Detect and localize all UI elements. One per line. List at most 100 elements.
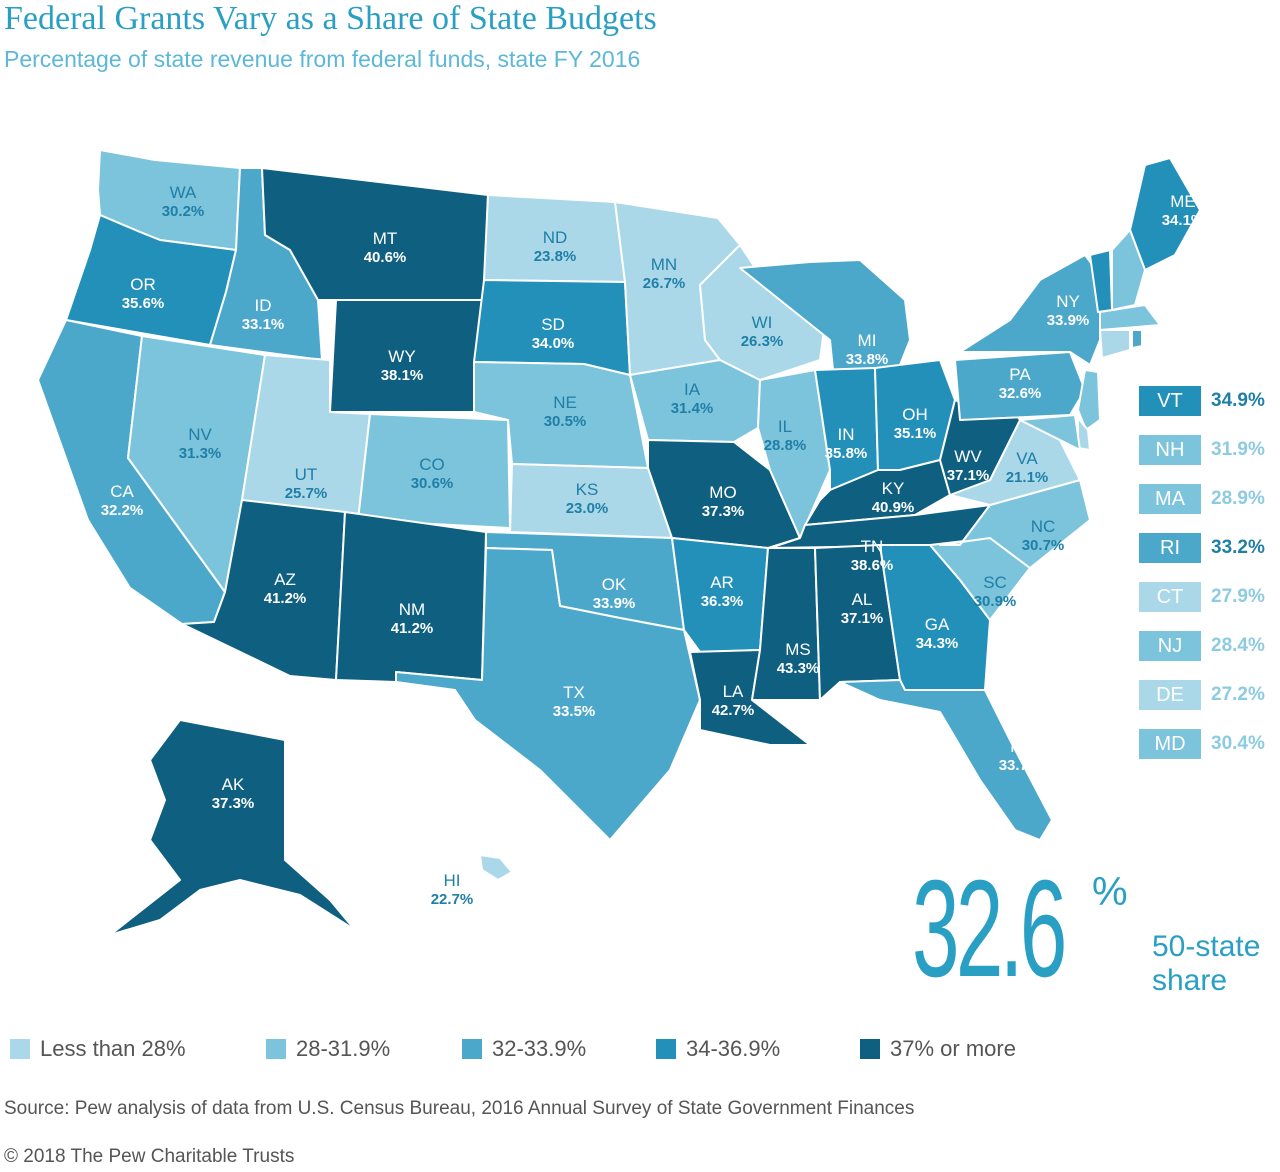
small-state-value: 27.2% bbox=[1211, 684, 1265, 705]
state-value-mn: 26.7% bbox=[643, 275, 686, 292]
state-label-mn: MN bbox=[651, 255, 677, 274]
state-value-nc: 30.7% bbox=[1022, 537, 1065, 554]
small-state-value: 28.9% bbox=[1211, 488, 1265, 509]
state-label-nm: NM bbox=[399, 600, 425, 619]
state-value-pa: 32.6% bbox=[999, 385, 1042, 402]
small-state-value: 27.9% bbox=[1211, 586, 1265, 607]
state-value-ak: 37.3% bbox=[212, 795, 255, 812]
state-label-ar: AR bbox=[710, 573, 734, 592]
state-value-la: 42.7% bbox=[712, 702, 755, 719]
state-label-nc: NC bbox=[1031, 517, 1056, 536]
state-label-ok: OK bbox=[602, 575, 627, 594]
state-label-tx: TX bbox=[563, 683, 585, 702]
state-label-la: LA bbox=[723, 682, 744, 701]
state-value-nv: 31.3% bbox=[179, 445, 222, 462]
small-state-de: DE 27.2% bbox=[1139, 680, 1279, 710]
legend-swatch bbox=[656, 1039, 676, 1059]
state-HI bbox=[479, 854, 513, 881]
map-title: Federal Grants Vary as a Share of State … bbox=[4, 0, 657, 37]
state-value-nm: 41.2% bbox=[391, 620, 434, 637]
national-share-value: 32.6 bbox=[912, 852, 1067, 1006]
state-value-wy: 38.1% bbox=[381, 367, 424, 384]
state-label-ut: UT bbox=[295, 465, 318, 484]
state-value-ga: 34.3% bbox=[916, 635, 959, 652]
small-state-nh: NH 31.9% bbox=[1139, 435, 1279, 465]
state-value-tn: 38.6% bbox=[851, 557, 894, 574]
state-label-wi: WI bbox=[752, 313, 773, 332]
state-value-tx: 33.5% bbox=[553, 703, 596, 720]
state-label-ca: CA bbox=[110, 482, 134, 501]
state-label-az: AZ bbox=[274, 570, 296, 589]
state-MD bbox=[1019, 414, 1081, 451]
small-state-abbr: RI bbox=[1139, 533, 1201, 563]
small-state-md: MD 30.4% bbox=[1139, 729, 1279, 759]
state-label-pa: PA bbox=[1009, 365, 1031, 384]
state-label-hi: HI bbox=[444, 871, 461, 890]
small-state-value: 34.9% bbox=[1211, 390, 1265, 411]
state-value-or: 35.6% bbox=[122, 295, 165, 312]
state-label-il: IL bbox=[778, 417, 792, 436]
national-share-caption: 50-state share bbox=[1152, 930, 1261, 997]
state-value-me: 34.1% bbox=[1162, 212, 1205, 229]
state-label-sd: SD bbox=[541, 315, 565, 334]
state-MA bbox=[1099, 304, 1161, 331]
state-label-fl: FL bbox=[1010, 737, 1030, 756]
state-value-ok: 33.9% bbox=[593, 595, 636, 612]
state-value-id: 33.1% bbox=[242, 316, 285, 333]
state-label-ny: NY bbox=[1056, 292, 1080, 311]
state-label-va: VA bbox=[1016, 449, 1038, 468]
state-label-in: IN bbox=[838, 425, 855, 444]
legend-swatch bbox=[10, 1039, 30, 1059]
state-value-ne: 30.5% bbox=[544, 413, 587, 430]
state-value-ny: 33.9% bbox=[1047, 312, 1090, 329]
state-label-me: ME bbox=[1170, 192, 1196, 211]
map-legend: Less than 28% 28-31.9% 32-33.9% 34-36.9% 37%… bbox=[10, 1036, 1110, 1064]
state-value-mt: 40.6% bbox=[364, 249, 407, 266]
state-value-ks: 23.0% bbox=[566, 500, 609, 517]
state-label-nd: ND bbox=[543, 228, 568, 247]
state-value-in: 35.8% bbox=[825, 445, 868, 462]
state-value-co: 30.6% bbox=[411, 475, 454, 492]
state-TX bbox=[395, 547, 701, 841]
small-state-abbr: MA bbox=[1139, 484, 1201, 514]
legend-swatch bbox=[266, 1039, 286, 1059]
legend-label: 32-33.9% bbox=[492, 1036, 587, 1061]
state-value-sd: 34.0% bbox=[532, 335, 575, 352]
small-state-vt: VT 34.9% bbox=[1139, 386, 1279, 416]
copyright: © 2018 The Pew Charitable Trusts bbox=[4, 1146, 295, 1167]
state-label-ne: NE bbox=[553, 393, 577, 412]
state-value-wi: 26.3% bbox=[741, 333, 784, 350]
state-label-nv: NV bbox=[188, 425, 212, 444]
state-value-nd: 23.8% bbox=[534, 248, 577, 265]
state-label-ky: KY bbox=[882, 479, 905, 498]
state-label-ia: IA bbox=[684, 380, 701, 399]
small-state-ri: RI 33.2% bbox=[1139, 533, 1279, 563]
state-value-hi: 22.7% bbox=[431, 891, 474, 908]
small-state-ma: MA 28.9% bbox=[1139, 484, 1279, 514]
state-label-wv: WV bbox=[954, 447, 982, 466]
state-label-wa: WA bbox=[170, 183, 197, 202]
small-state-ct: CT 27.9% bbox=[1139, 582, 1279, 612]
state-label-ms: MS bbox=[785, 640, 811, 659]
state-AK bbox=[109, 719, 356, 936]
small-state-abbr: MD bbox=[1139, 729, 1201, 759]
state-NH bbox=[1111, 229, 1146, 311]
state-label-ga: GA bbox=[925, 615, 950, 634]
small-state-value: 30.4% bbox=[1211, 733, 1265, 754]
state-label-mi: MI bbox=[858, 331, 877, 350]
state-value-ut: 25.7% bbox=[285, 485, 328, 502]
state-NM bbox=[335, 511, 487, 683]
map-subtitle: Percentage of state revenue from federal… bbox=[4, 46, 641, 72]
state-value-sc: 30.9% bbox=[974, 593, 1017, 610]
small-state-abbr: CT bbox=[1139, 582, 1201, 612]
state-MI bbox=[739, 259, 911, 391]
national-share-unit: % bbox=[1092, 870, 1128, 914]
small-state-nj: NJ 28.4% bbox=[1139, 631, 1279, 661]
state-label-tn: TN bbox=[861, 537, 884, 556]
state-NJ bbox=[1077, 369, 1101, 431]
state-label-wy: WY bbox=[388, 347, 415, 366]
state-value-ca: 32.2% bbox=[101, 502, 144, 519]
state-value-va: 21.1% bbox=[1006, 469, 1049, 486]
state-label-al: AL bbox=[852, 590, 873, 609]
